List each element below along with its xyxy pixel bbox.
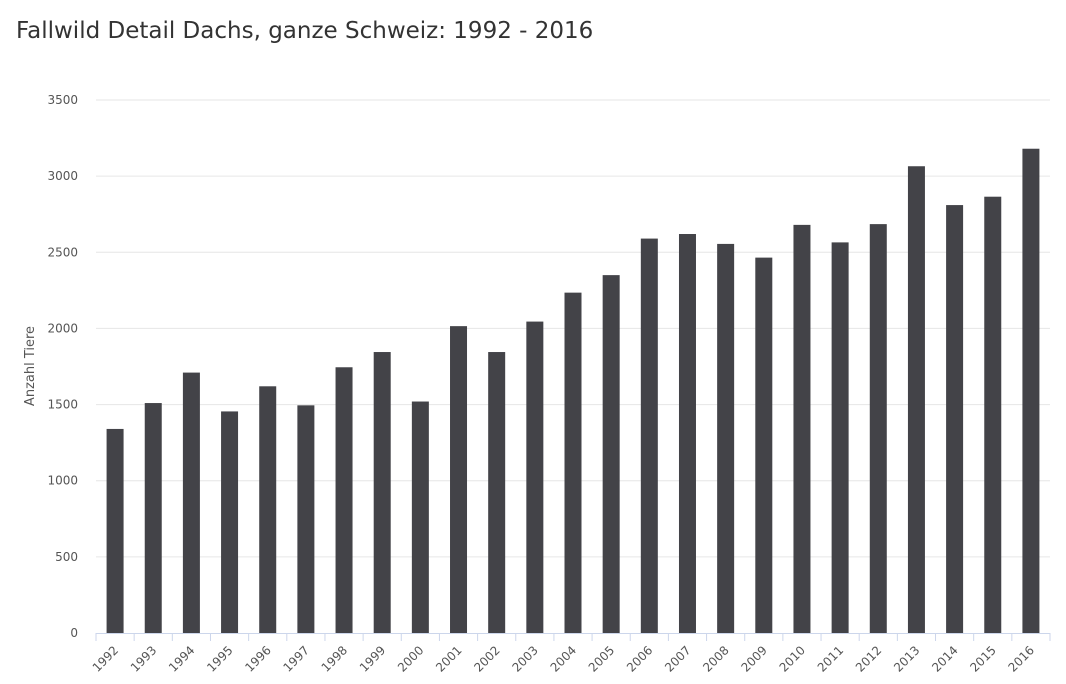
x-tick-label: 1999 <box>357 643 388 674</box>
x-tick-label: 1995 <box>204 643 235 674</box>
x-tick-label: 2011 <box>815 643 846 674</box>
y-tick-label: 1500 <box>47 398 78 412</box>
bar-2011[interactable] <box>831 242 849 633</box>
bar-2016[interactable] <box>1022 148 1040 633</box>
bar-1999[interactable] <box>373 352 391 633</box>
x-tick-label: 2008 <box>700 643 731 674</box>
bar-2009[interactable] <box>755 257 773 633</box>
x-tick-label: 2006 <box>624 643 655 674</box>
x-tick-label: 2003 <box>509 643 540 674</box>
y-tick-label: 1000 <box>47 474 78 488</box>
y-tick-label: 2500 <box>47 245 78 259</box>
bars <box>106 148 1040 634</box>
x-tick-label: 2010 <box>777 643 808 674</box>
x-tick-label: 2013 <box>891 643 922 674</box>
y-tick-label: 3500 <box>47 93 78 107</box>
x-tick-label: 2016 <box>1006 643 1037 674</box>
bar-2010[interactable] <box>793 224 811 634</box>
x-tick-label: 2005 <box>586 643 617 674</box>
y-axis-title: Anzahl Tiere <box>23 326 38 406</box>
bar-2005[interactable] <box>602 275 620 633</box>
bar-2004[interactable] <box>564 292 582 633</box>
x-tick-label: 1996 <box>242 643 273 674</box>
y-tick-label: 3000 <box>47 169 78 183</box>
bar-2015[interactable] <box>984 196 1002 634</box>
bar-2013[interactable] <box>907 166 925 633</box>
bar-2000[interactable] <box>411 401 429 633</box>
bar-1997[interactable] <box>297 405 315 633</box>
bar-2008[interactable] <box>717 243 735 633</box>
x-tick-label: 2004 <box>548 643 579 674</box>
bar-1992[interactable] <box>106 428 124 633</box>
x-tick-label: 1997 <box>281 643 312 674</box>
bar-1994[interactable] <box>182 372 200 633</box>
x-tick-label: 1994 <box>166 643 197 674</box>
bar-1995[interactable] <box>221 411 239 633</box>
x-tick-label: 1998 <box>319 643 350 674</box>
x-tick-label: 2007 <box>662 643 693 674</box>
bar-2006[interactable] <box>640 238 658 633</box>
x-tick-label: 2014 <box>929 643 960 674</box>
x-tick-label: 1992 <box>90 643 121 674</box>
x-tick-label: 2012 <box>853 643 884 674</box>
bar-2007[interactable] <box>678 234 696 634</box>
chart-title: Fallwild Detail Dachs, ganze Schweiz: 19… <box>16 18 594 44</box>
x-tick-label: 2000 <box>395 643 426 674</box>
y-tick-label: 500 <box>55 550 78 564</box>
bar-2003[interactable] <box>526 321 544 633</box>
y-tick-label: 2000 <box>47 321 78 335</box>
x-tick-label: 2009 <box>738 643 769 674</box>
x-tick-label: 1993 <box>128 643 159 674</box>
y-tick-label: 0 <box>70 626 78 640</box>
bar-1998[interactable] <box>335 367 353 633</box>
x-axis <box>95 633 1051 641</box>
bar-2002[interactable] <box>488 352 506 633</box>
x-tick-label: 2015 <box>967 643 998 674</box>
x-tick-label: 2001 <box>433 643 464 674</box>
bar-2001[interactable] <box>450 326 468 633</box>
y-axis: 0 500 1000 1500 2000 2500 3000 3500 <box>47 93 78 640</box>
x-tick-label: 2002 <box>471 643 502 674</box>
bar-2012[interactable] <box>869 224 887 633</box>
x-tick-labels: 1992 1993 1994 1995 1996 1997 1998 1999 2000 2001… <box>90 643 1037 674</box>
bar-2014[interactable] <box>946 205 964 633</box>
bar-1996[interactable] <box>259 386 277 633</box>
bar-1993[interactable] <box>144 403 162 633</box>
